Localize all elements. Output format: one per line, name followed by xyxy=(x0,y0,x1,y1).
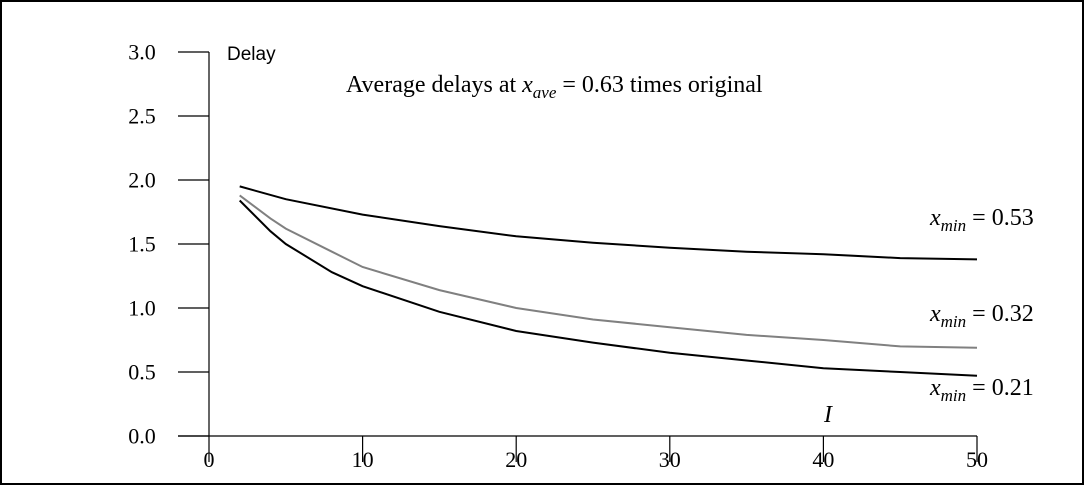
series-line-3 xyxy=(238,199,978,377)
y-tick-label: 1.0 xyxy=(128,296,156,321)
x-tick-label: 20 xyxy=(505,447,527,472)
series-label-value: = 0.21 xyxy=(966,375,1034,401)
series-label-sub: min xyxy=(941,216,967,235)
series-label-sub: min xyxy=(941,386,967,405)
x-tick-label: 10 xyxy=(352,447,374,472)
chart-title: Average delays at xave = 0.63 times orig… xyxy=(346,72,763,102)
y-tick-label: 0.5 xyxy=(128,360,156,385)
x-tick-label: 30 xyxy=(659,447,681,472)
series-line-2 xyxy=(239,194,978,349)
y-tick-label: 2.5 xyxy=(128,104,156,129)
x-tick-label: 40 xyxy=(812,447,834,472)
axes: 0.0 0.5 1.0 1.5 2.0 2.5 3.0 0 10 20 30 40 50 xyxy=(128,40,988,473)
y-tick-label: 3.0 xyxy=(128,40,156,65)
series-label-value: = 0.32 xyxy=(966,301,1034,327)
y-tick-label: 0.0 xyxy=(128,424,156,449)
series-label-3: xmin = 0.21 xyxy=(929,375,1034,405)
series-line-1 xyxy=(239,185,978,261)
series-label-var: x xyxy=(929,375,941,401)
series-label-sub: min xyxy=(941,312,967,331)
series-layer xyxy=(238,185,978,377)
chart-title-prefix: Average delays at xyxy=(346,72,522,98)
chart-title-var: x xyxy=(521,72,533,98)
x-axis-label: I xyxy=(823,402,833,428)
chart-title-sub: ave xyxy=(533,83,557,102)
y-tick-label: 1.5 xyxy=(128,232,156,257)
series-label-var: x xyxy=(929,301,941,327)
series-label-1: xmin = 0.53 xyxy=(929,205,1034,235)
chart-title-suffix: = 0.63 times original xyxy=(556,72,763,98)
x-tick-label: 0 xyxy=(204,447,215,472)
y-axis-label: Delay xyxy=(227,44,276,65)
series-label-value: = 0.53 xyxy=(966,205,1034,231)
series-label-var: x xyxy=(929,205,941,231)
series-label-2: xmin = 0.32 xyxy=(929,301,1034,331)
y-tick-label: 2.0 xyxy=(128,168,156,193)
x-tick-label: 50 xyxy=(966,447,988,472)
